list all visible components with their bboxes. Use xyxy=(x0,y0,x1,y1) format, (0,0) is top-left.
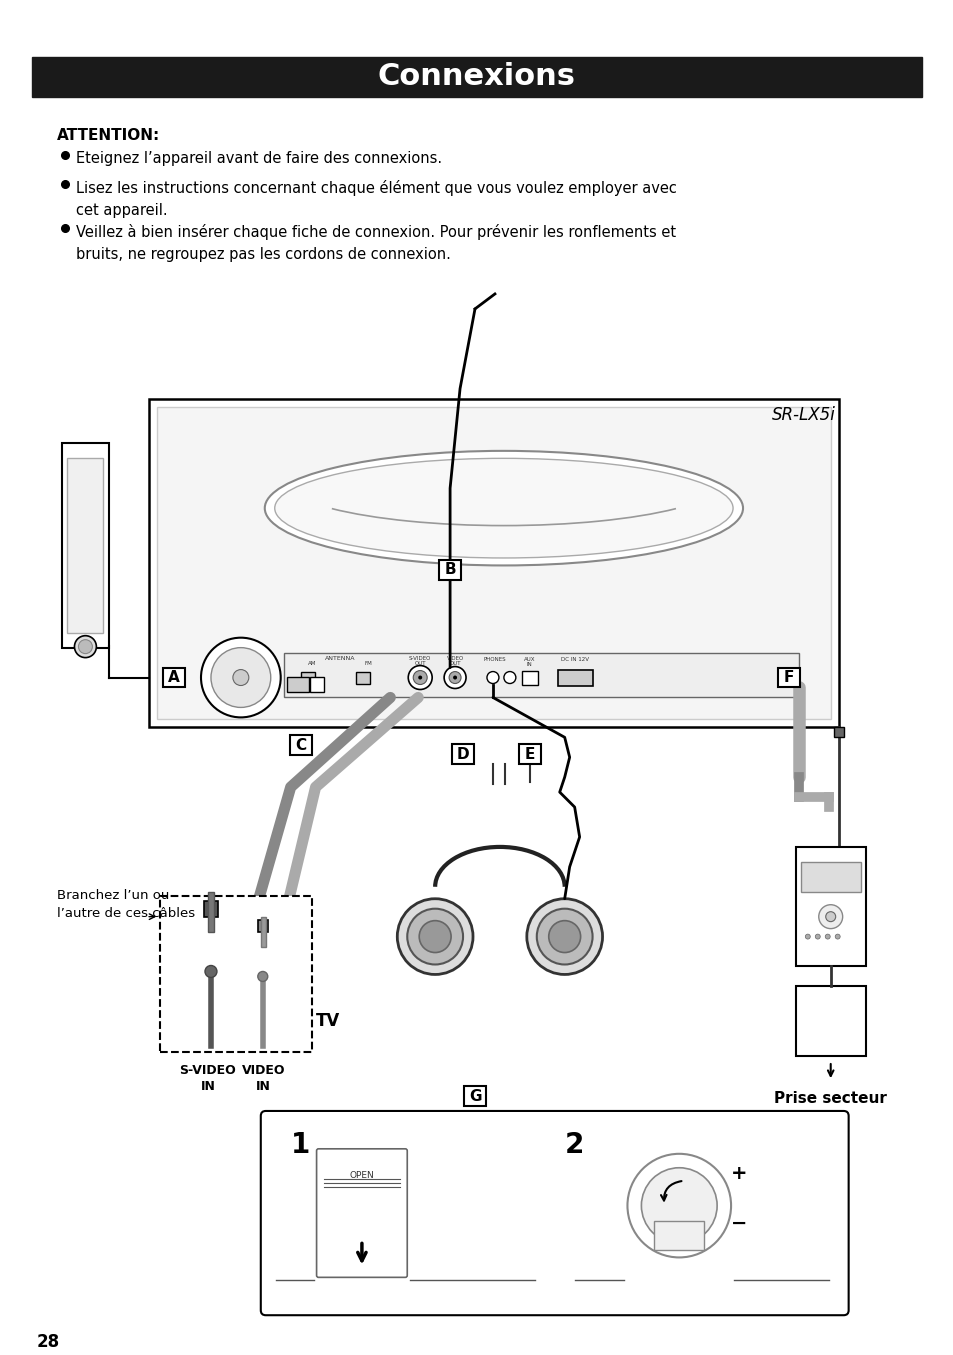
Bar xyxy=(654,1221,703,1251)
Circle shape xyxy=(449,672,460,683)
Bar xyxy=(283,653,798,698)
Circle shape xyxy=(503,672,516,683)
Text: ATTENTION:: ATTENTION: xyxy=(56,127,159,142)
Bar xyxy=(61,443,110,648)
Text: VIDEO: VIDEO xyxy=(446,656,463,661)
Bar xyxy=(521,671,537,684)
Text: Lisez les instructions concernant chaque élément que vous voulez employer avec
c: Lisez les instructions concernant chaque… xyxy=(76,180,677,218)
Text: PHONES: PHONES xyxy=(483,657,506,661)
Text: F: F xyxy=(782,669,793,686)
Text: S-VIDEO
IN: S-VIDEO IN xyxy=(179,1064,236,1093)
Circle shape xyxy=(396,898,473,974)
Text: Veillez à bien insérer chaque fiche de connexion. Pour prévenir les ronflements : Veillez à bien insérer chaque fiche de c… xyxy=(76,224,676,262)
Bar xyxy=(452,744,474,764)
Text: FM: FM xyxy=(364,661,372,665)
Circle shape xyxy=(548,920,580,953)
Text: C: C xyxy=(294,737,306,753)
Text: IN: IN xyxy=(526,661,532,667)
FancyBboxPatch shape xyxy=(160,896,312,1053)
Circle shape xyxy=(804,934,809,939)
Text: OUT: OUT xyxy=(414,661,425,665)
Text: SR-LX5i: SR-LX5i xyxy=(771,405,835,424)
FancyBboxPatch shape xyxy=(316,1149,407,1278)
Text: 1: 1 xyxy=(291,1131,310,1159)
Circle shape xyxy=(453,676,456,679)
Circle shape xyxy=(640,1168,717,1244)
Text: ANTENNA: ANTENNA xyxy=(325,656,355,661)
Circle shape xyxy=(407,909,462,965)
Bar xyxy=(463,1087,485,1106)
Circle shape xyxy=(211,648,271,707)
Circle shape xyxy=(526,898,602,974)
Text: 2: 2 xyxy=(564,1131,583,1159)
Text: +: + xyxy=(730,1164,746,1183)
Circle shape xyxy=(444,667,466,688)
Bar xyxy=(356,672,370,683)
Text: DC IN 12V: DC IN 12V xyxy=(560,657,588,661)
Bar xyxy=(795,986,864,1056)
Circle shape xyxy=(818,905,841,928)
Circle shape xyxy=(408,665,432,690)
Text: A: A xyxy=(168,669,180,686)
Text: Branchez l’un ou
l’autre de ces câbles: Branchez l’un ou l’autre de ces câbles xyxy=(56,889,194,920)
Text: OPEN: OPEN xyxy=(349,1171,374,1180)
Bar xyxy=(260,917,266,947)
Text: 28: 28 xyxy=(36,1333,60,1351)
Text: B: B xyxy=(444,562,456,577)
Bar xyxy=(300,672,314,683)
Circle shape xyxy=(74,635,96,657)
Circle shape xyxy=(257,972,268,981)
Ellipse shape xyxy=(265,451,742,565)
Ellipse shape xyxy=(274,458,732,558)
Text: OUT: OUT xyxy=(449,661,460,665)
Bar xyxy=(149,398,838,728)
Circle shape xyxy=(418,920,451,953)
Circle shape xyxy=(834,934,840,939)
Circle shape xyxy=(201,638,280,717)
Bar xyxy=(31,57,922,96)
Text: Eteignez l’appareil avant de faire des connexions.: Eteignez l’appareil avant de faire des c… xyxy=(76,152,442,167)
Text: TV: TV xyxy=(315,1012,339,1030)
Circle shape xyxy=(627,1154,730,1257)
Bar xyxy=(290,736,312,755)
Text: S-VIDEO: S-VIDEO xyxy=(409,656,431,661)
Circle shape xyxy=(815,934,820,939)
Bar xyxy=(795,847,864,966)
Text: D: D xyxy=(456,747,469,762)
Bar xyxy=(163,668,185,687)
Circle shape xyxy=(417,676,422,679)
Bar xyxy=(68,458,103,633)
Circle shape xyxy=(413,671,427,684)
Circle shape xyxy=(537,909,592,965)
Text: E: E xyxy=(524,747,535,762)
Circle shape xyxy=(78,640,92,653)
Circle shape xyxy=(205,966,216,977)
Text: VIDEO
IN: VIDEO IN xyxy=(242,1064,285,1093)
Text: Connexions: Connexions xyxy=(377,62,576,91)
Bar xyxy=(518,744,540,764)
Circle shape xyxy=(486,672,498,683)
Text: G: G xyxy=(468,1088,480,1103)
Bar xyxy=(257,920,268,932)
Bar xyxy=(208,892,213,932)
Bar xyxy=(800,862,860,892)
Bar xyxy=(777,668,799,687)
Bar xyxy=(833,728,842,737)
Bar xyxy=(204,901,217,917)
Circle shape xyxy=(824,934,829,939)
Bar xyxy=(310,676,323,692)
Bar xyxy=(157,406,830,720)
Circle shape xyxy=(233,669,249,686)
Text: AM: AM xyxy=(308,661,316,665)
Text: AUX: AUX xyxy=(523,657,535,661)
Circle shape xyxy=(825,912,835,921)
Bar xyxy=(558,669,592,686)
FancyBboxPatch shape xyxy=(260,1111,848,1316)
Bar xyxy=(287,676,308,692)
Text: −: − xyxy=(730,1214,746,1233)
Text: Prise secteur: Prise secteur xyxy=(774,1091,886,1106)
Bar xyxy=(438,560,460,580)
